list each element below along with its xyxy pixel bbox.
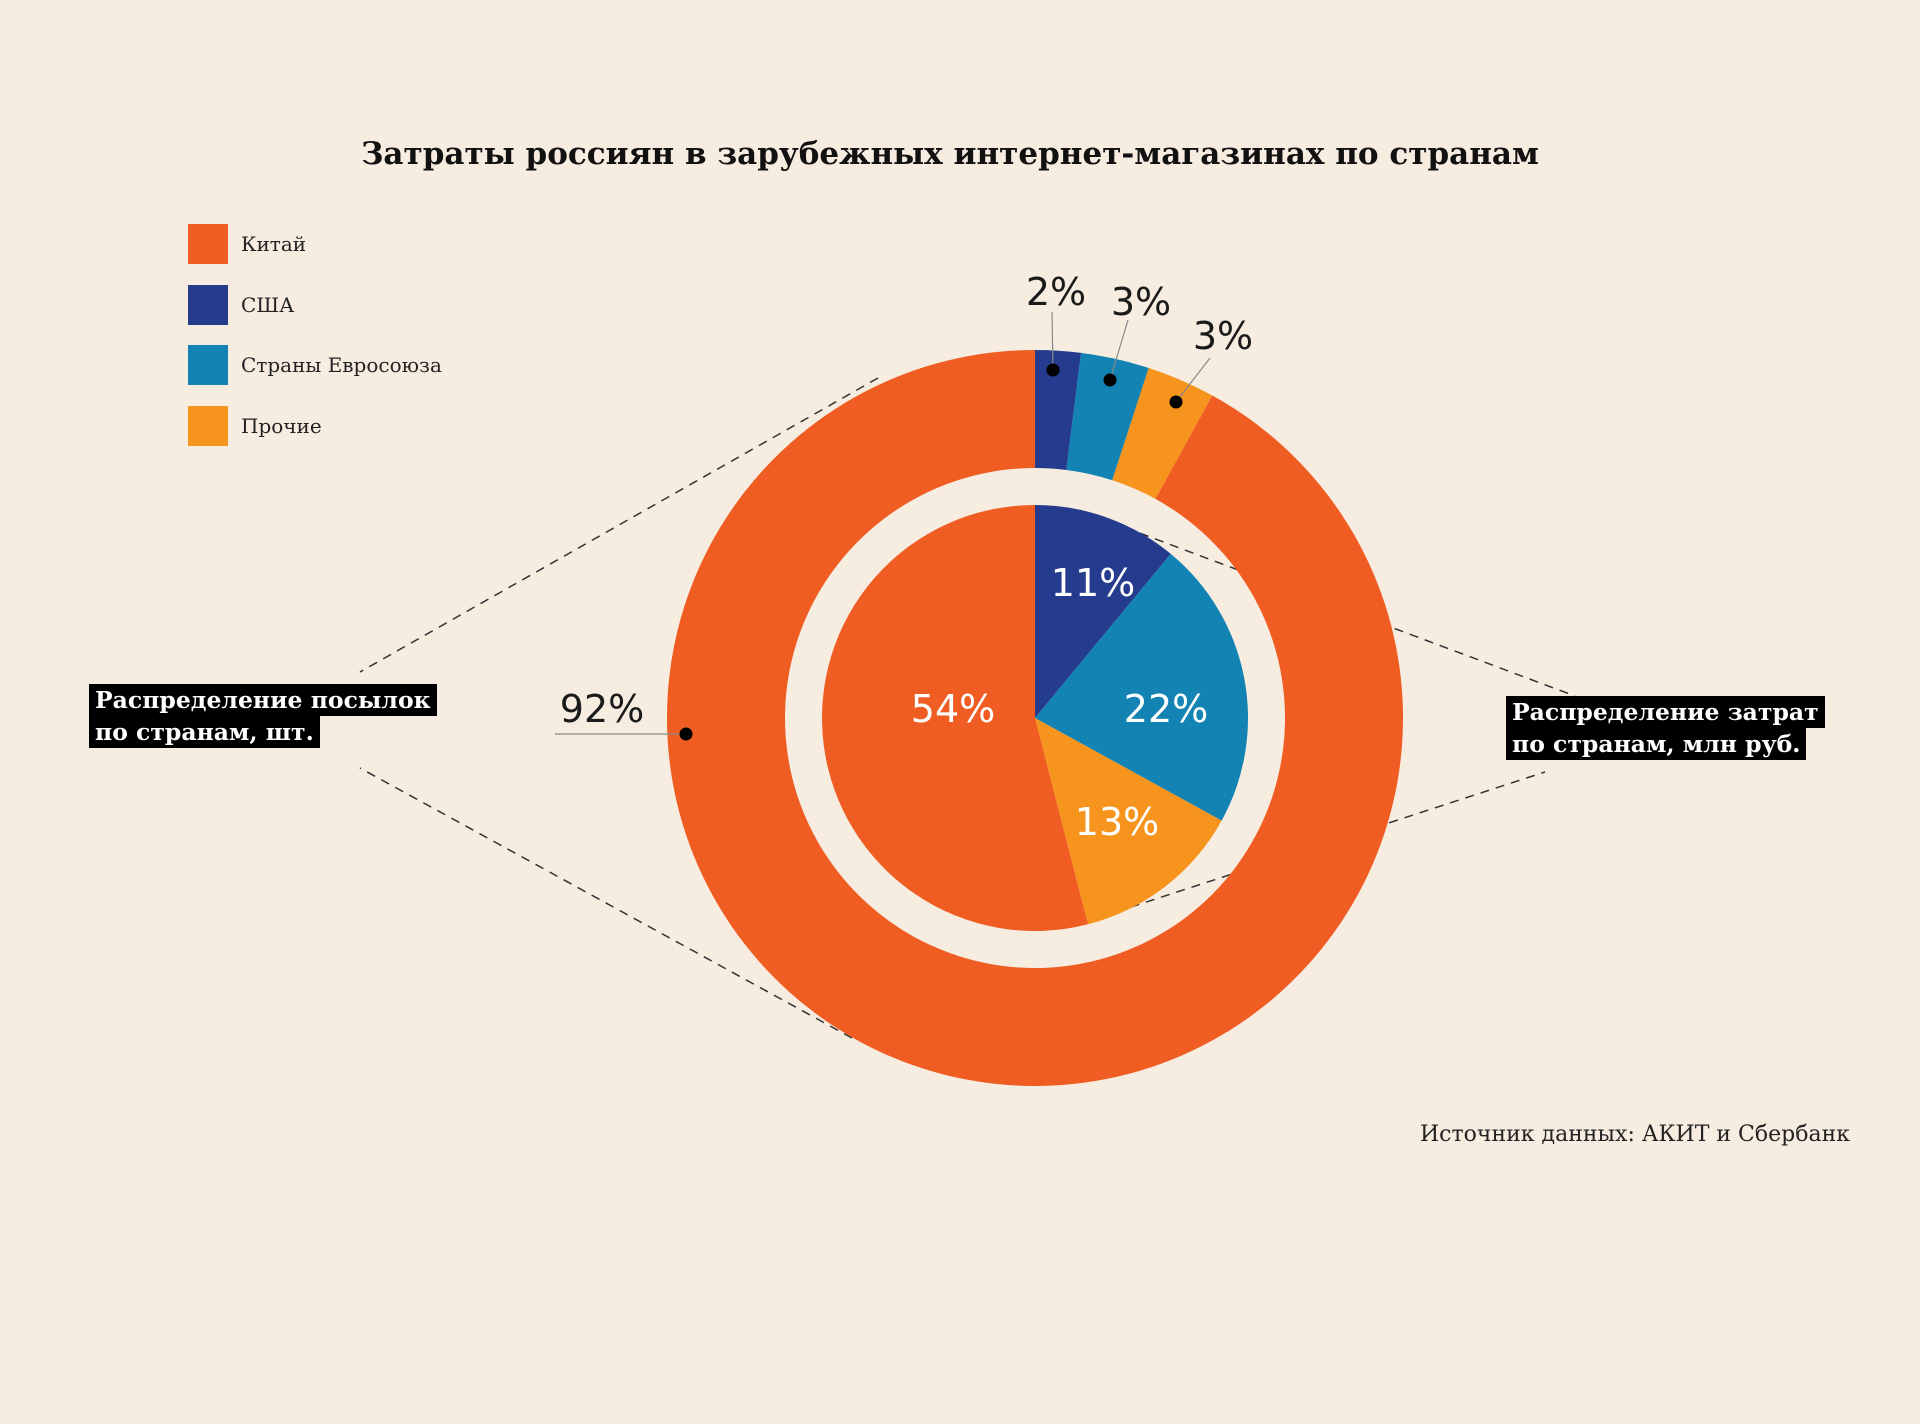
parcels-slice-eu <box>1066 352 1149 481</box>
parcels-slice-other <box>1112 368 1213 499</box>
legend-label-other: Прочие <box>241 414 322 439</box>
spending-slice-other <box>1035 718 1222 925</box>
legend-swatch-china <box>188 224 228 264</box>
legend-label-china: Китай <box>241 232 307 256</box>
china-leader-dot <box>679 727 693 741</box>
outer-label-eu: 3% <box>1111 280 1171 324</box>
parcels-donut <box>667 350 1403 1086</box>
legend-label-usa: США <box>241 292 295 317</box>
other-leader-line <box>1175 357 1211 403</box>
parcels-connector-top <box>359 377 879 673</box>
outer-label-usa: 2% <box>1026 270 1086 314</box>
eu-leader-dot <box>1103 373 1117 387</box>
parcels-connector-bottom <box>359 767 853 1039</box>
parcels-slice-china <box>667 350 1403 1086</box>
legend-swatch-eu <box>188 345 228 386</box>
data-source: Источник данных: АКИТ и Сбербанк <box>1420 1122 1850 1147</box>
eu-leader-line <box>1109 319 1129 381</box>
legend-item-other: Прочие <box>188 406 442 447</box>
percentage-labels: 2% 3% 3% 92% 11% 22% 13% 54% <box>560 270 1253 844</box>
inner-label-other: 13% <box>1075 800 1159 844</box>
label-leaders <box>555 311 1211 741</box>
chart-title: Затраты россиян в зарубежных интернет-ма… <box>361 136 1539 172</box>
inner-label-usa: 11% <box>1051 561 1135 605</box>
parcels-callout-line2: по странам, шт. <box>89 716 320 748</box>
spending-slice-china <box>821 505 1088 932</box>
spending-pie <box>821 505 1248 932</box>
legend-label-eu: Страны Евросоюза <box>241 353 442 378</box>
legend-swatch-usa <box>188 284 228 325</box>
legend-item-eu: Страны Евросоюза <box>188 345 442 386</box>
outer-label-other: 3% <box>1193 314 1253 358</box>
other-leader-dot <box>1169 395 1183 409</box>
parcels-callout-line1: Распределение посылок <box>89 684 437 716</box>
legend-swatch-other <box>188 406 228 447</box>
usa-leader-line <box>1051 311 1054 371</box>
parcels-slice-usa <box>1035 350 1082 470</box>
inner-label-eu: 22% <box>1124 687 1208 731</box>
spending-slice-usa <box>1035 505 1171 718</box>
legend-item-usa: США <box>188 284 442 325</box>
spending-callout-line2: по странам, млн руб. <box>1506 728 1807 760</box>
usa-leader-dot <box>1046 363 1060 377</box>
parcels-callout: Распределение посылок по странам, шт. <box>89 684 437 748</box>
inner-label-china: 54% <box>911 687 995 731</box>
legend: Китай США Страны Евросоюза Прочие <box>188 224 442 467</box>
outer-label-china: 92% <box>560 687 644 731</box>
spending-slice-eu <box>1035 553 1248 821</box>
legend-item-china: Китай <box>188 224 442 264</box>
spending-callout: Распределение затрат по странам, млн руб… <box>1506 696 1825 760</box>
spending-callout-line1: Распределение затрат <box>1506 696 1825 728</box>
